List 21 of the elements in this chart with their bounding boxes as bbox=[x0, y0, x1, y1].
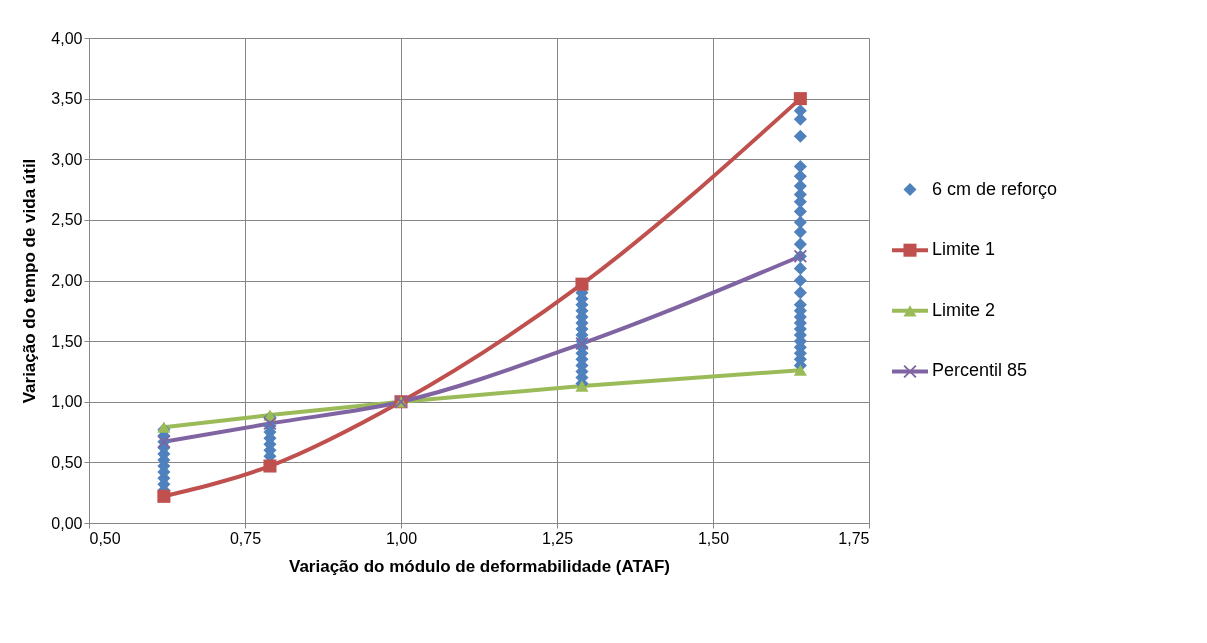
legend-label: 6 cm de reforço bbox=[932, 178, 1058, 199]
x-tick-label: 1,50 bbox=[697, 529, 730, 547]
x-tick-label: 1,00 bbox=[385, 529, 418, 547]
legend-label: Percentil 85 bbox=[932, 360, 1028, 381]
legend-label: Limite 1 bbox=[932, 239, 996, 260]
x-axis-title: Variação do módulo de deformabilidade (ATAF) bbox=[289, 556, 670, 576]
y-tick-label: 2,50 bbox=[51, 211, 83, 229]
y-tick-label: 2,00 bbox=[51, 272, 83, 289]
y-tick-label: 4,00 bbox=[51, 29, 83, 47]
y-tick-label: 3,00 bbox=[51, 150, 83, 168]
y-tick-label: 1,50 bbox=[51, 332, 83, 350]
x-tick-label: 0,50 bbox=[89, 529, 121, 547]
y-tick-label: 0,50 bbox=[51, 453, 83, 471]
x-tick-label: 1,75 bbox=[838, 529, 870, 547]
y-tick-label: 1,00 bbox=[51, 393, 83, 411]
x-tick-label: 0,75 bbox=[229, 529, 262, 547]
y-tick-label: 0,00 bbox=[51, 514, 83, 532]
y-axis-title: Variação do tempo de vida útil bbox=[20, 158, 40, 404]
x-tick-label: 1,25 bbox=[541, 529, 574, 547]
y-tick-label: 3,50 bbox=[51, 90, 83, 108]
legend-label: Limite 2 bbox=[932, 299, 996, 320]
